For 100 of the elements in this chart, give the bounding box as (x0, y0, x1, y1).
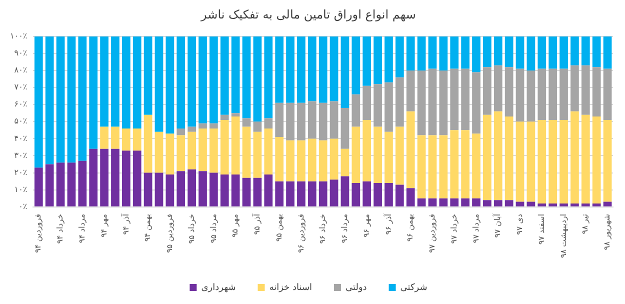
bar (592, 36, 601, 68)
bar (560, 68, 568, 120)
bar (428, 36, 437, 69)
x-tick-label: مهر ۹۴ (99, 214, 108, 238)
bar (242, 36, 251, 118)
legend-label: شهرداری (201, 282, 236, 293)
bar (188, 36, 196, 127)
bar (538, 36, 546, 69)
bar (297, 36, 306, 103)
bar (297, 140, 306, 182)
bar (504, 200, 514, 206)
bar (318, 181, 328, 206)
bar (132, 128, 142, 151)
bar (122, 36, 130, 128)
bar (220, 114, 229, 120)
bar (472, 198, 480, 206)
bar (286, 181, 294, 206)
bar (297, 181, 306, 206)
bar (516, 202, 524, 206)
bar (45, 164, 54, 206)
bar (570, 36, 579, 66)
chart-title: سهم انواع اوراق تامین مالی به تفکیک ناشر (200, 7, 416, 22)
bar (231, 116, 240, 174)
bar (395, 36, 404, 78)
bar (242, 118, 251, 127)
bar (253, 36, 262, 122)
bar (395, 77, 404, 127)
bar (78, 160, 87, 206)
bar (548, 36, 558, 69)
x-tick-label: خرداد ۹۴ (56, 214, 65, 244)
bar (264, 174, 273, 206)
bar (406, 70, 415, 112)
bar (242, 178, 251, 206)
legend-label: شرکتی (400, 282, 428, 293)
bar (603, 202, 612, 206)
bar (494, 111, 502, 200)
bar (472, 134, 480, 198)
bar (483, 114, 492, 200)
bar (548, 203, 558, 206)
bar (428, 68, 437, 136)
bar (395, 184, 404, 206)
bar (340, 36, 350, 108)
bar (472, 36, 480, 72)
bar (210, 123, 218, 128)
bar (318, 140, 328, 182)
bar (330, 101, 338, 139)
bar (439, 70, 448, 136)
bar (526, 36, 536, 70)
bar (439, 198, 448, 206)
bar (581, 114, 590, 204)
bar (34, 168, 43, 206)
bar (538, 68, 546, 120)
bar (144, 36, 152, 115)
bar (242, 126, 251, 178)
bar (89, 36, 98, 149)
bar (439, 135, 448, 198)
y-tick-label: ۵۰٪ (14, 116, 28, 126)
x-tick-label: بهمن ۹۴ (143, 214, 152, 242)
bar (384, 132, 393, 184)
bar (461, 68, 470, 130)
bar (450, 68, 459, 130)
x-tick-label: فروردین ۹۵ (165, 214, 174, 253)
bar (461, 130, 470, 198)
x-tick-label: مرداد ۹۶ (340, 214, 350, 244)
bar (417, 36, 426, 70)
bar (220, 174, 229, 206)
bar (308, 138, 316, 182)
bar (253, 178, 262, 206)
bar (340, 176, 350, 206)
bar (122, 128, 130, 151)
bar (450, 198, 459, 206)
bar (374, 36, 382, 84)
bar (494, 36, 502, 66)
bar (483, 200, 492, 206)
bar (111, 148, 120, 206)
bar (144, 172, 152, 206)
bar (362, 181, 372, 206)
bar (154, 132, 164, 173)
bar (330, 138, 338, 180)
bar (450, 130, 459, 198)
y-tick-label: ۰٪ (18, 202, 28, 211)
bar (308, 36, 316, 102)
bar (198, 128, 207, 172)
bar (516, 36, 524, 69)
bar (352, 183, 360, 206)
legend-label: دولتی (345, 282, 367, 293)
bar (581, 203, 590, 206)
bar (592, 67, 601, 117)
bar (264, 36, 273, 118)
x-tick-label: آبان ۹۷ (492, 213, 502, 238)
bar (275, 102, 284, 137)
bar (275, 36, 284, 103)
y-tick-label: ۳۰٪ (14, 150, 28, 160)
bar (526, 122, 536, 202)
bar (198, 123, 207, 128)
bar (352, 94, 360, 127)
bar (494, 65, 502, 112)
bar (362, 86, 372, 120)
bar (504, 67, 514, 117)
bar (362, 120, 372, 182)
